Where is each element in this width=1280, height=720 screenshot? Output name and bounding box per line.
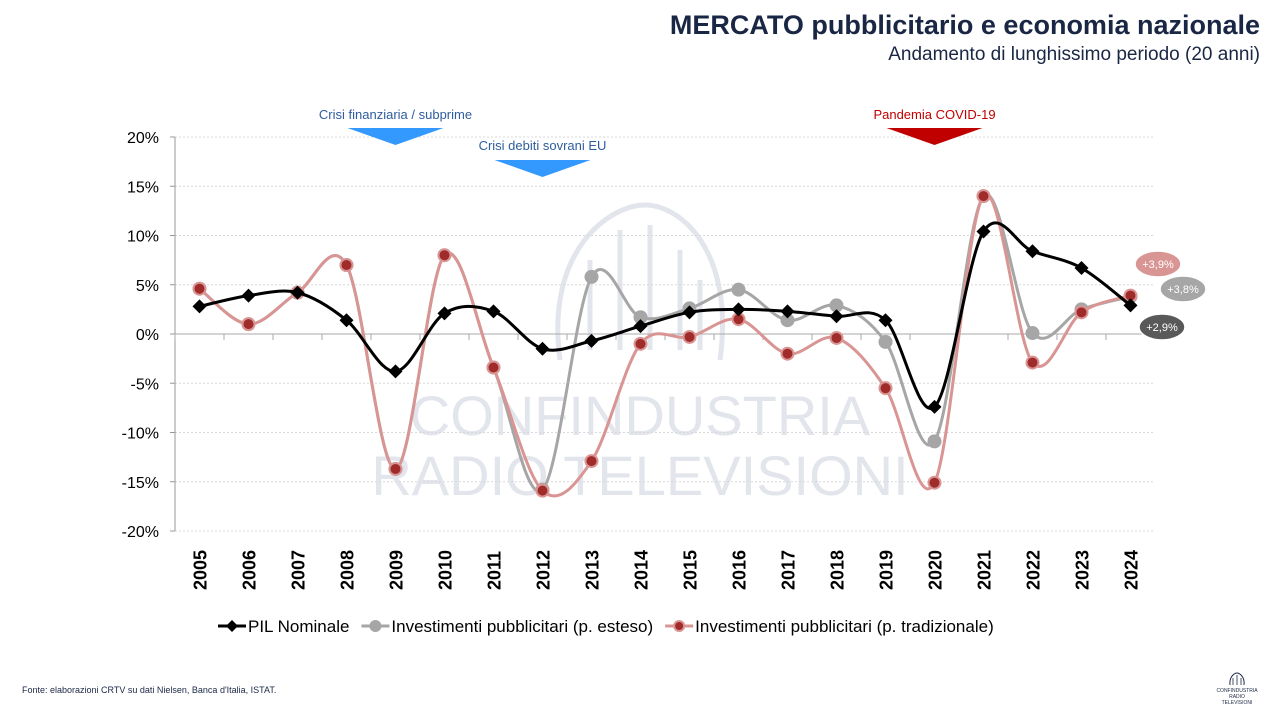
watermark-eagle-icon (555, 202, 725, 361)
y-tick-label: 10% (127, 229, 159, 246)
x-tick-label: 2016 (730, 550, 750, 590)
data-point (927, 434, 942, 449)
legend-label: Investimenti pubblicitari (p. tradiziona… (695, 617, 994, 636)
data-point (780, 346, 795, 361)
end-value-label: +3,8% (1167, 284, 1199, 296)
data-point (927, 399, 942, 414)
data-point (878, 381, 893, 396)
data-point (486, 360, 501, 375)
x-tick-label: 2015 (681, 550, 701, 590)
annotation-arrow-icon (886, 128, 983, 145)
data-point (437, 248, 452, 263)
data-point (584, 454, 599, 469)
data-point (731, 302, 746, 317)
data-point (976, 189, 991, 204)
page-title: MERCATO pubblicitario e economia naziona… (669, 10, 1260, 40)
data-point (241, 317, 256, 332)
data-point (1123, 298, 1138, 313)
legend-label: Investimenti pubblicitari (p. esteso) (391, 617, 653, 636)
legend-marker (673, 620, 686, 632)
x-tick-label: 2008 (338, 550, 358, 590)
data-point (878, 334, 893, 349)
data-point (1025, 355, 1040, 370)
x-tick-label: 2017 (779, 550, 799, 590)
x-tick-label: 2013 (583, 550, 603, 590)
annotation-arrow-icon (494, 160, 591, 177)
end-value-label: +2,9% (1146, 322, 1178, 334)
data-point (829, 330, 844, 345)
x-tick-label: 2024 (1122, 550, 1142, 590)
data-point (388, 364, 403, 379)
x-tick-label: 2018 (828, 550, 848, 590)
x-tick-label: 2006 (240, 550, 260, 590)
data-point (486, 304, 501, 319)
data-point (192, 299, 207, 314)
annotation-label: Crisi debiti sovrani EU (479, 138, 607, 153)
x-tick-label: 2019 (877, 550, 897, 590)
crtv-logo: CONFINDUSTRIA RADIO TELEVISIONI (1214, 672, 1260, 706)
x-tick-label: 2007 (289, 550, 309, 590)
x-tick-label: 2005 (191, 550, 211, 590)
data-point (1025, 244, 1040, 259)
data-point (780, 304, 795, 319)
legend-marker (226, 620, 238, 632)
y-tick-label: 5% (136, 278, 159, 295)
x-tick-label: 2012 (534, 550, 554, 590)
annotation-label: Crisi finanziaria / subprime (319, 107, 472, 122)
data-point (339, 258, 354, 273)
data-point (584, 333, 599, 348)
data-point (437, 306, 452, 321)
x-tick-label: 2020 (926, 550, 946, 590)
watermark-text: CONFINDUSTRIA (410, 384, 871, 447)
x-tick-label: 2022 (1024, 550, 1044, 590)
data-point (290, 285, 305, 300)
x-tick-label: 2010 (436, 550, 456, 590)
data-point (241, 288, 256, 303)
data-point (339, 313, 354, 328)
data-point (584, 269, 599, 284)
data-point (1074, 261, 1089, 276)
end-value-badge (1159, 275, 1207, 303)
end-value-badge (1134, 250, 1182, 278)
data-point (633, 319, 648, 334)
y-tick-label: 15% (127, 179, 159, 196)
data-point (535, 483, 550, 498)
page-subtitle: Andamento di lunghissimo periodo (20 ann… (888, 44, 1260, 65)
data-point (535, 341, 550, 356)
y-tick-label: 20% (127, 130, 159, 147)
source-note: Fonte: elaborazioni CRTV su dati Nielsen… (22, 685, 277, 695)
data-point (976, 224, 991, 239)
annotation-arrow-icon (347, 128, 444, 145)
watermark-text: RADIO TELEVISIONI (371, 444, 908, 507)
x-tick-label: 2014 (632, 550, 652, 590)
data-point (829, 309, 844, 324)
legend-marker (369, 620, 382, 632)
end-value-badge (1138, 313, 1186, 341)
data-point (927, 475, 942, 490)
data-point (878, 313, 893, 328)
x-tick-label: 2009 (387, 550, 407, 590)
data-point (192, 281, 207, 296)
y-tick-label: -5% (131, 376, 159, 393)
data-point (731, 282, 746, 297)
y-tick-label: 0% (136, 327, 159, 344)
data-point (1025, 326, 1040, 341)
data-point (633, 336, 648, 351)
legend-label: PIL Nominale (248, 617, 349, 636)
data-point (388, 461, 403, 476)
y-tick-label: -10% (122, 426, 159, 443)
x-tick-label: 2011 (485, 551, 505, 590)
x-tick-label: 2021 (975, 550, 995, 590)
y-tick-label: -20% (122, 524, 159, 541)
data-point (1074, 305, 1089, 320)
y-tick-label: -15% (122, 475, 159, 492)
data-point (682, 329, 697, 344)
data-point (682, 305, 697, 320)
annotation-label: Pandemia COVID-19 (873, 107, 995, 122)
end-value-label: +3,9% (1142, 259, 1174, 271)
x-tick-label: 2023 (1073, 550, 1093, 590)
